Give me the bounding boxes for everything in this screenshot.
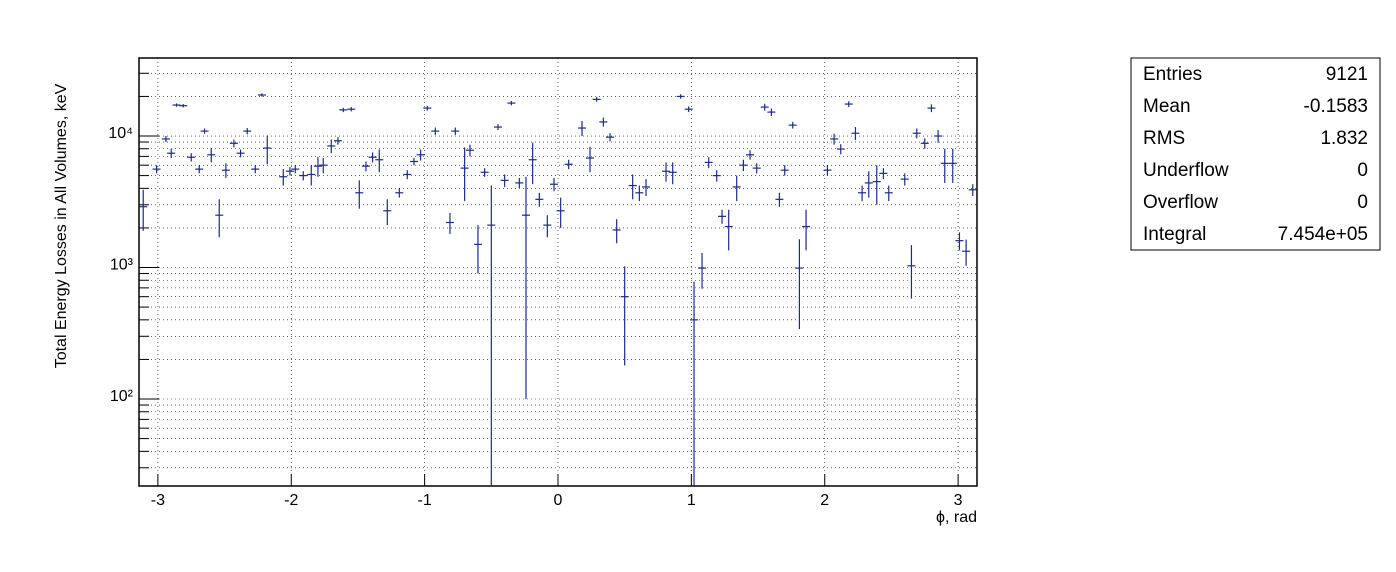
stats-label: Integral: [1143, 224, 1206, 245]
stats-value: 1.832: [1320, 128, 1368, 149]
x-tick-label: 2: [820, 492, 829, 509]
stats-label: Entries: [1143, 64, 1202, 85]
y-tick-label: 10⁴: [108, 125, 133, 142]
x-tick-label: -1: [418, 492, 432, 509]
x-tick-label: 3: [954, 492, 963, 509]
x-tick-label: 0: [554, 492, 563, 509]
x-tick-label: -3: [151, 492, 165, 509]
stats-value: 0: [1357, 160, 1368, 181]
stats-label: Overflow: [1143, 192, 1218, 213]
y-tick-label: 10³: [110, 257, 134, 274]
x-tick-label: -2: [284, 492, 298, 509]
y-tick-label: 10²: [110, 388, 134, 405]
stats-value: 7.454e+05: [1278, 224, 1368, 245]
stats-value: 9121: [1326, 64, 1368, 85]
x-axis-label: ϕ, rad: [936, 509, 977, 526]
y-axis-label: Total Energy Losses in All Volumes, keV: [53, 83, 70, 368]
stats-value: 0: [1357, 192, 1368, 213]
x-tick-label: 1: [687, 492, 696, 509]
stats-label: Mean: [1143, 96, 1191, 117]
stats-box: [1130, 57, 1381, 251]
stats-value: -0.1583: [1304, 96, 1368, 117]
stats-label: RMS: [1143, 128, 1185, 149]
stats-label: Underflow: [1143, 160, 1229, 181]
